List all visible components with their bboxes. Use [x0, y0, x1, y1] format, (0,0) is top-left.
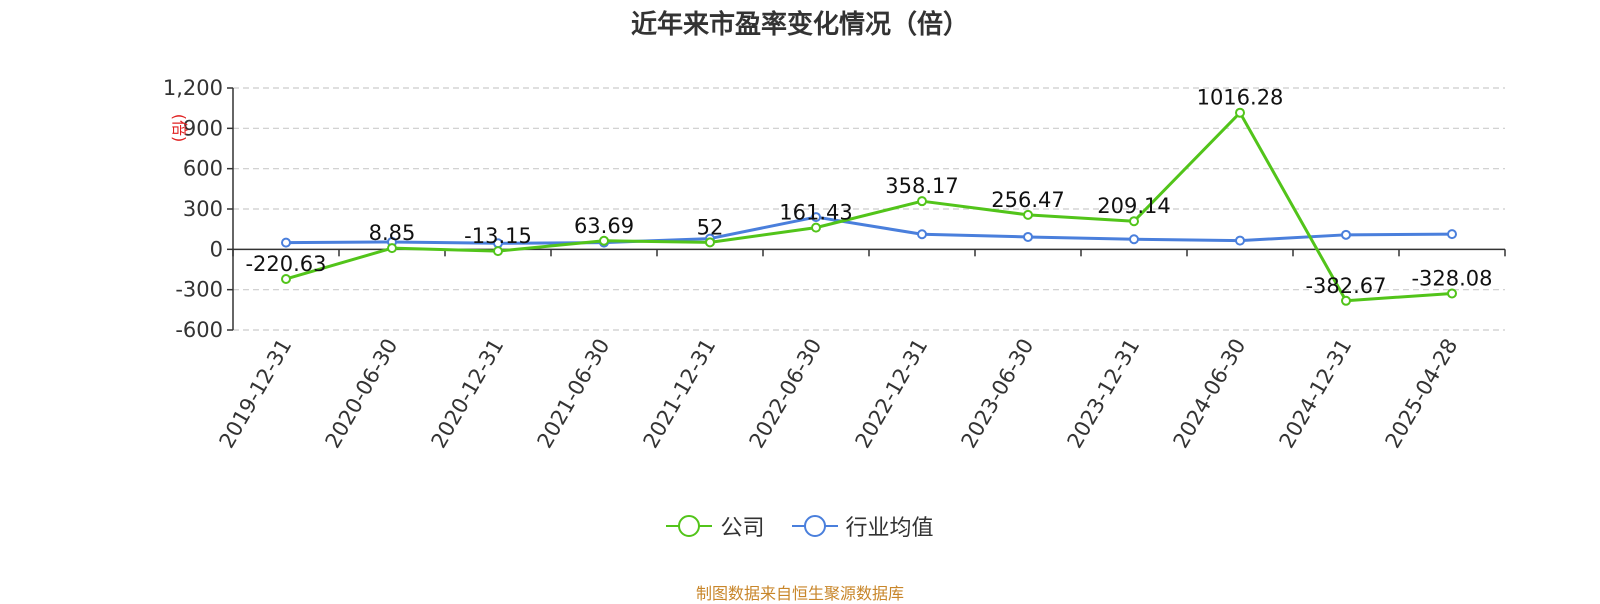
source-note: 制图数据来自恒生聚源数据库 — [695, 584, 904, 603]
line-chart: 1,200 900 600 300 0 -300 -600 2019-12-31 2020-0… — [163, 76, 1506, 453]
data-label: 161.43 — [779, 201, 852, 225]
legend-label-company: 公司 — [720, 516, 765, 541]
data-point-company — [1341, 295, 1351, 306]
data-point-company — [281, 273, 291, 284]
data-label: 358.17 — [885, 174, 958, 198]
series-line-industry-average — [285, 215, 1453, 245]
y-tick-label: 900 — [183, 116, 223, 140]
data-point-company — [811, 222, 821, 233]
data-label: -13.15 — [464, 224, 532, 248]
legend-label-industry-average: 行业均值 — [845, 516, 934, 541]
data-point-industry-average — [281, 237, 291, 248]
data-point-company — [387, 243, 397, 254]
y-tick-label: 0 — [210, 237, 223, 261]
data-point-industry-average — [1447, 229, 1457, 240]
legend-item-company[interactable]: 公司 — [666, 510, 765, 542]
data-point-company — [1023, 209, 1033, 220]
y-tick-label: 600 — [183, 157, 223, 181]
x-tick-labels: 2019-12-31 2020-06-30 2020-12-31 2021-06-30… — [215, 335, 1463, 453]
x-tick-label: 2021-06-30 — [533, 335, 615, 453]
series-lines — [281, 107, 1457, 306]
y-tick-label: 300 — [183, 197, 223, 221]
x-tick-label: 2025-04-28 — [1381, 335, 1463, 453]
y-tick-label: -600 — [175, 318, 223, 342]
data-label: 8.85 — [369, 221, 416, 245]
data-label: 52 — [697, 215, 724, 239]
data-label: 209.14 — [1097, 194, 1170, 218]
y-tick-label: 1,200 — [163, 76, 223, 100]
x-tick-label: 2020-06-30 — [321, 335, 403, 453]
data-point-company — [1235, 107, 1245, 118]
data-point-industry-average — [1023, 231, 1033, 242]
data-point-industry-average — [811, 212, 821, 223]
data-point-industry-average — [917, 229, 927, 240]
x-tick-label: 2024-12-31 — [1275, 335, 1357, 453]
data-label: 63.69 — [574, 214, 634, 238]
data-point-company — [493, 246, 503, 257]
y-tick-label: -300 — [175, 278, 223, 302]
x-tick-label: 2020-12-31 — [427, 335, 509, 453]
data-point-company — [1129, 216, 1139, 227]
x-tick-label: 2021-12-31 — [639, 335, 721, 453]
data-point-company — [599, 235, 609, 246]
chart-title: 近年来市盈率变化情况（倍） — [630, 10, 969, 40]
data-point-company — [705, 237, 715, 248]
data-point-company — [917, 196, 927, 207]
x-tick-label: 2023-12-31 — [1063, 335, 1145, 453]
legend: 公司 行业均值 — [0, 510, 1600, 544]
data-label: -220.63 — [245, 252, 326, 276]
data-point-industry-average — [1341, 229, 1351, 240]
data-label: -328.08 — [1411, 266, 1492, 290]
x-tick-label: 2022-12-31 — [851, 335, 933, 453]
data-label: -382.67 — [1305, 274, 1386, 298]
legend-company-line-icon — [666, 515, 713, 537]
data-label: 256.47 — [991, 188, 1064, 212]
x-tick-label: 2022-06-30 — [745, 335, 827, 453]
series-line-company — [285, 111, 1453, 303]
data-point-company — [1447, 288, 1457, 299]
legend-item-industry-average[interactable]: 行业均值 — [791, 510, 934, 542]
data-point-industry-average — [1129, 234, 1139, 245]
x-tick-label: 2023-06-30 — [957, 335, 1039, 453]
x-tick-label: 2019-12-31 — [215, 335, 297, 453]
data-label: 1016.28 — [1197, 86, 1284, 110]
legend-industry-line-icon — [791, 515, 838, 537]
x-tick-label: 2024-06-30 — [1169, 335, 1251, 453]
data-labels: -220.63 8.85 -13.15 63.69 52 161.43 358.17 256.… — [245, 86, 1492, 298]
y-axis-unit-label: (倍) — [170, 114, 189, 143]
data-point-industry-average — [1235, 235, 1245, 246]
y-tick-labels: 1,200 900 600 300 0 -300 -600 — [163, 76, 223, 342]
